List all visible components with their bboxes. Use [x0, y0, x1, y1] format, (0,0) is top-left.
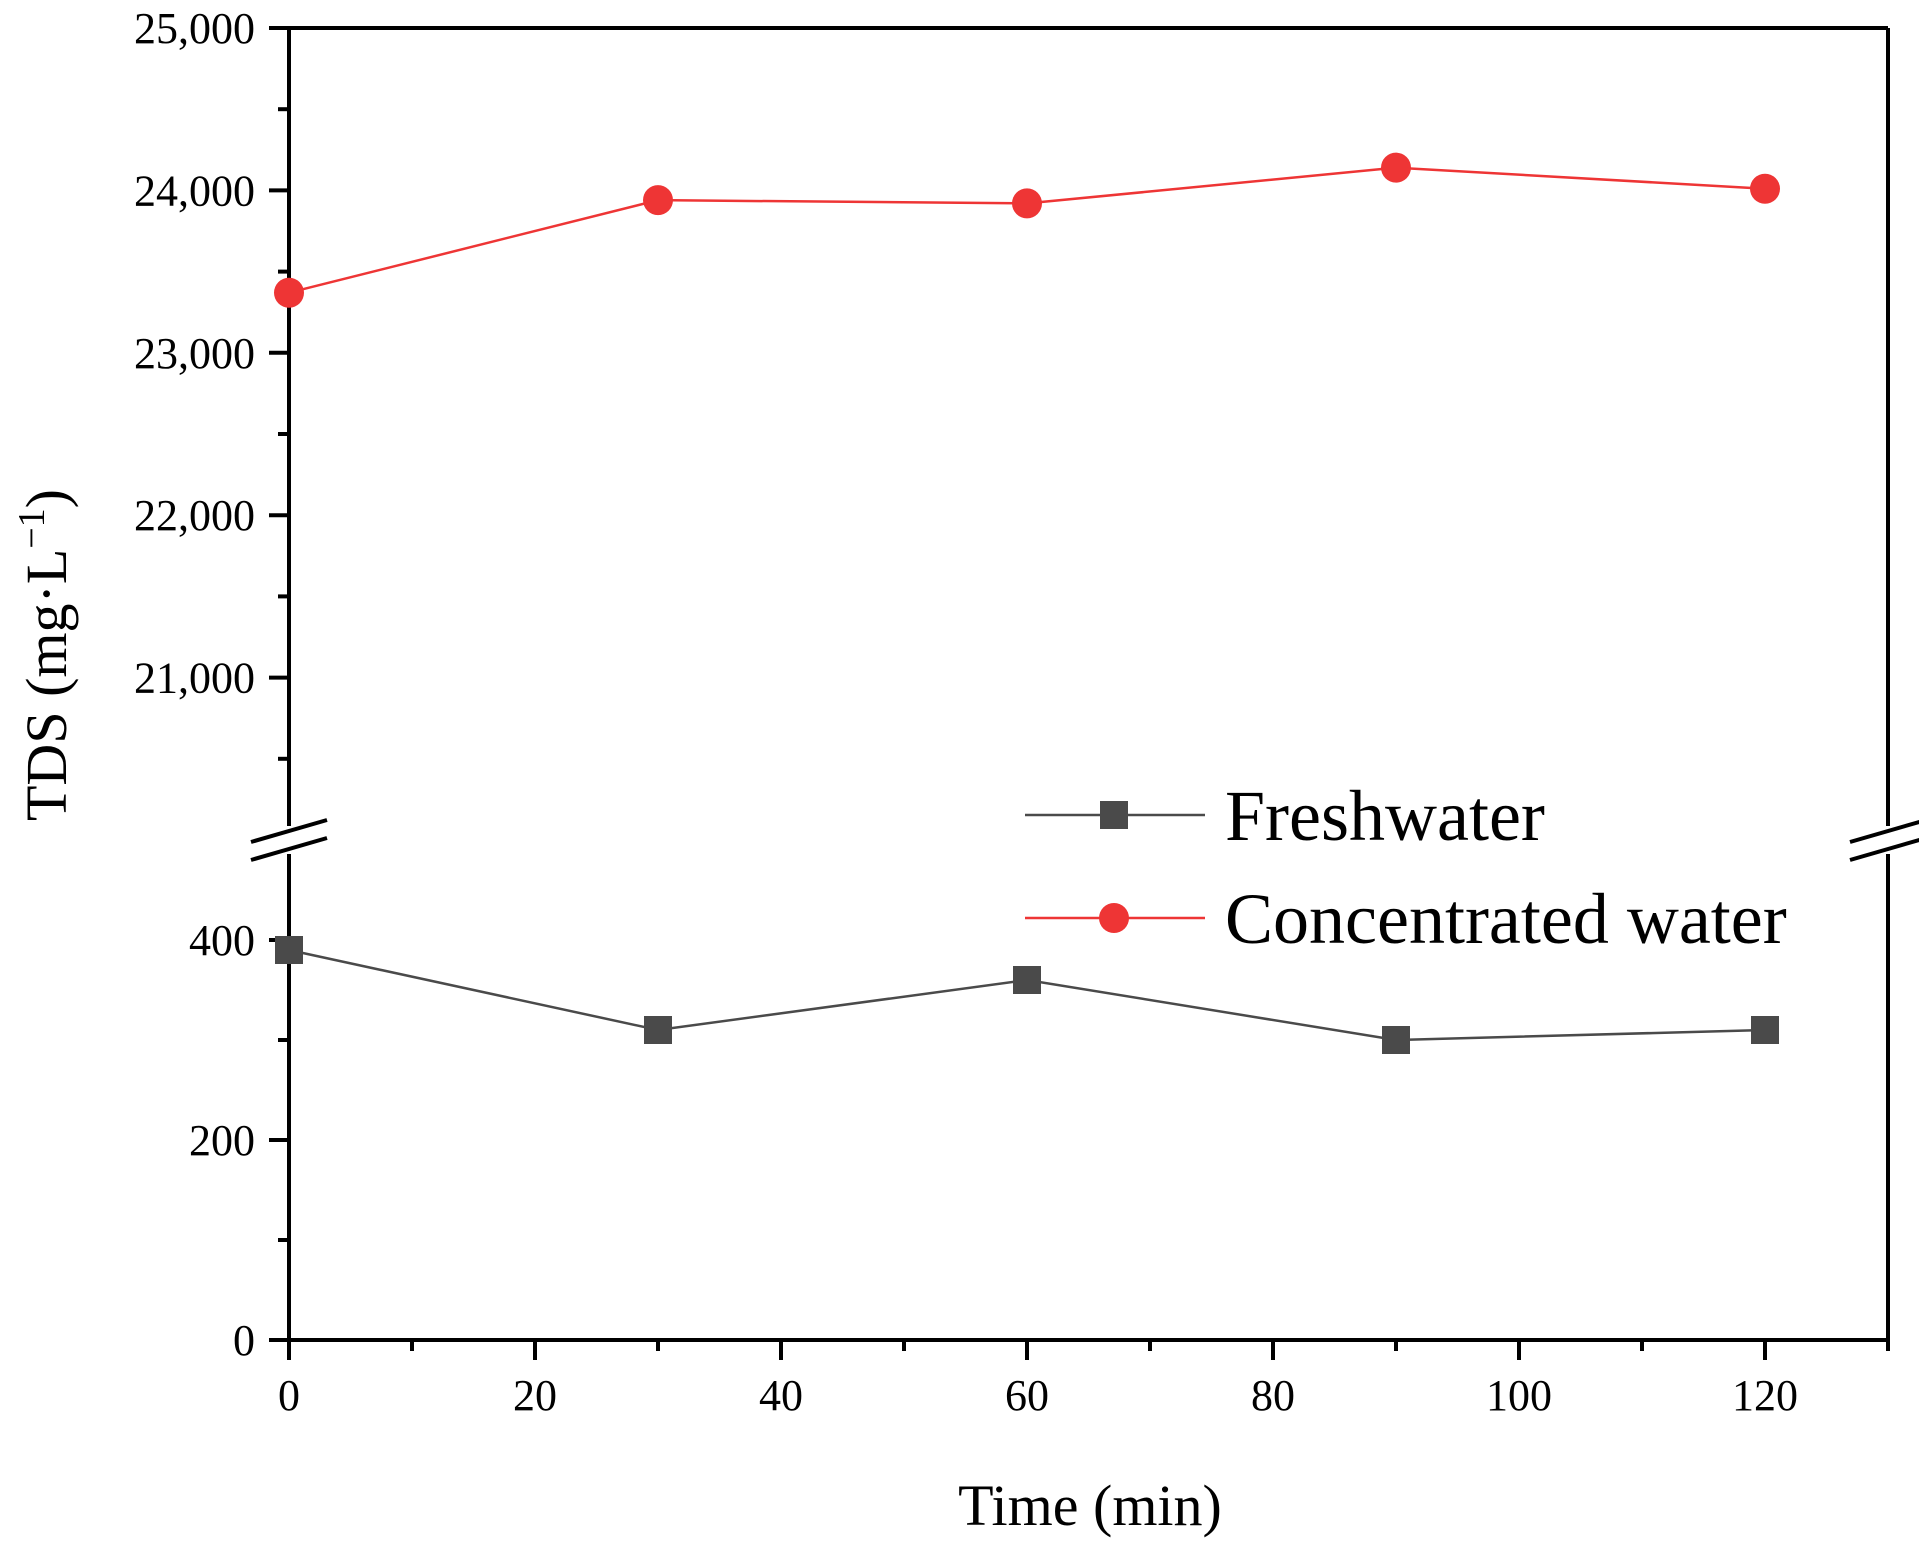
- legend-marker-freshwater: [1100, 801, 1128, 829]
- break-mark-right-2: [1849, 837, 1919, 862]
- axis-break-marks: [250, 818, 1919, 862]
- y-axis-title-superscript: −1: [11, 508, 53, 548]
- y-upper-tick-label: 21,000: [134, 654, 255, 703]
- break-mark-left-2: [250, 836, 328, 862]
- freshwater-point: [1013, 966, 1041, 994]
- concentrated-water-point: [274, 277, 304, 308]
- y-upper-tick-label: 25,000: [134, 4, 255, 53]
- y-axis-title-close: ): [14, 489, 79, 508]
- break-mark-left-1: [250, 818, 328, 844]
- x-axis-title: Time (min): [958, 1473, 1222, 1538]
- plot-frame: [287, 26, 1890, 1342]
- y-axis-lower: 0 200 400: [189, 916, 289, 1365]
- freshwater-point: [1751, 1016, 1779, 1044]
- y-axis-title-main: TDS (mg·L: [14, 549, 79, 821]
- break-mark-right-1: [1849, 819, 1919, 844]
- concentrated-water-point: [1381, 152, 1411, 183]
- x-tick-label: 100: [1486, 1371, 1552, 1420]
- concentrated-water-point: [1012, 188, 1042, 219]
- concentrated-water-line: [288, 166, 1766, 294]
- legend: Freshwater Concentrated water: [1025, 776, 1787, 959]
- x-tick-label: 40: [759, 1371, 803, 1420]
- legend-label-concentrated-water: Concentrated water: [1225, 879, 1787, 959]
- y-lower-tick-label: 0: [233, 1316, 255, 1365]
- y-lower-tick-label: 200: [189, 1116, 255, 1165]
- x-tick-label: 0: [278, 1371, 300, 1420]
- legend-label-freshwater: Freshwater: [1225, 776, 1545, 856]
- x-tick-label: 80: [1251, 1371, 1295, 1420]
- freshwater-point: [275, 936, 303, 964]
- x-tick-label: 60: [1005, 1371, 1049, 1420]
- freshwater-point: [1382, 1026, 1410, 1054]
- concentrated-water-point: [643, 185, 673, 216]
- series-lines: [274, 152, 1780, 1054]
- freshwater-point: [644, 1016, 672, 1044]
- legend-marker-concentrated-water: [1099, 903, 1129, 933]
- x-tick-label: 120: [1732, 1371, 1798, 1420]
- y-lower-tick-label: 400: [189, 916, 255, 965]
- y-axis-title: TDS (mg·L−1): [11, 489, 79, 821]
- x-axis: 0 20 40 60 80 100 120: [278, 1340, 1890, 1420]
- y-upper-tick-label: 22,000: [134, 491, 255, 540]
- concentrated-water-point: [1750, 173, 1780, 204]
- freshwater-line: [288, 948, 1766, 1042]
- y-upper-tick-label: 24,000: [134, 166, 255, 215]
- y-axis-upper: 21,000 22,000 23,000 24,000 25,000: [134, 4, 289, 761]
- x-tick-label: 20: [513, 1371, 557, 1420]
- y-upper-tick-label: 23,000: [134, 329, 255, 378]
